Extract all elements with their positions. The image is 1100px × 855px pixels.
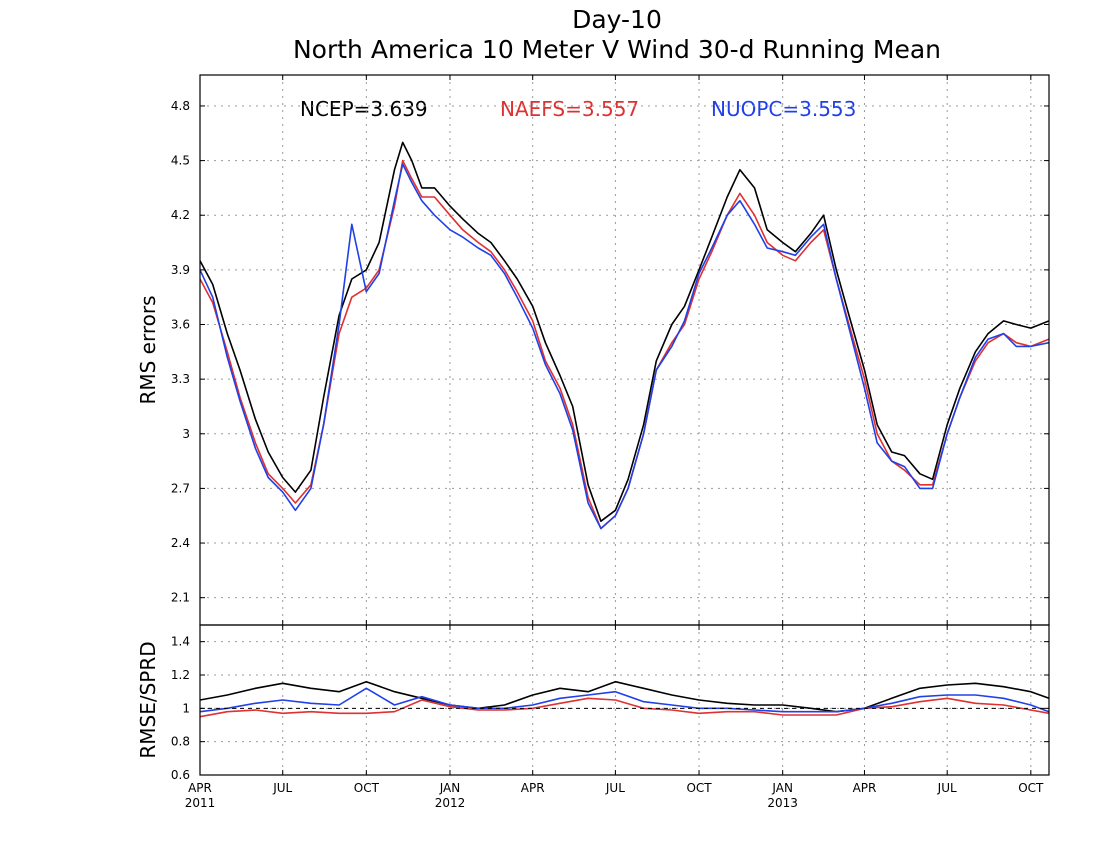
lower-y-tick-label: 0.6 <box>171 768 190 782</box>
lower-y-tick-label: 0.8 <box>171 735 190 749</box>
lower-y-tick-label: 1 <box>182 701 190 715</box>
x-tick-label: OCT <box>354 781 380 795</box>
upper-y-tick-label: 2.1 <box>171 591 190 605</box>
upper-plot-frame <box>199 74 1050 626</box>
legend-ncep: NCEP=3.639 <box>300 97 428 121</box>
upper-y-axis-label: RMS errors <box>136 295 160 404</box>
lower-y-tick-label: 1.2 <box>171 668 190 682</box>
x-tick-label: APR <box>188 781 212 795</box>
chart-title-line2: North America 10 Meter V Wind 30-d Runni… <box>293 35 941 64</box>
x-tick-year-label: 2012 <box>435 796 466 810</box>
x-tick-label: JUL <box>272 781 292 795</box>
upper-series-nuopc-line <box>199 163 1050 530</box>
lower-series-naefs-line <box>199 697 1050 718</box>
legend-nuopc: NUOPC=3.553 <box>711 97 856 121</box>
lower-series-nuopc-line <box>199 687 1050 713</box>
lower-series-ncep-line <box>199 680 1050 713</box>
x-tick-year-label: 2013 <box>767 796 798 810</box>
x-tick-label: APR <box>521 781 545 795</box>
upper-y-tick-label: 3.6 <box>171 318 190 332</box>
upper-y-tick-label: 2.7 <box>171 481 190 495</box>
upper-y-tick-label: 2.4 <box>171 536 190 550</box>
upper-series-naefs-line <box>199 159 1050 530</box>
upper-y-tick-label: 4.5 <box>171 154 190 168</box>
upper-y-tick-label: 4.2 <box>171 208 190 222</box>
x-tick-year-label: 2011 <box>185 796 216 810</box>
upper-y-tick-label: 3.9 <box>171 263 190 277</box>
upper-series-ncep-line <box>199 141 1050 522</box>
upper-panel: 2.1 2.4 2.7 3 3.3 3.6 3.9 4.2 4.5 4.8 <box>171 74 1050 626</box>
lower-y-tick-label: 1.4 <box>171 635 190 649</box>
legend-naefs: NAEFS=3.557 <box>500 97 639 121</box>
x-tick-label: OCT <box>686 781 712 795</box>
x-tick-label: OCT <box>1018 781 1044 795</box>
upper-y-tick-label: 4.8 <box>171 99 190 113</box>
upper-y-tick-label: 3.3 <box>171 372 190 386</box>
x-tick-label: JUL <box>937 781 957 795</box>
chart-title-line1: Day-10 <box>572 5 662 34</box>
x-tick-label: JAN <box>439 781 461 795</box>
lower-y-axis-label: RMSE/SPRD <box>136 641 160 758</box>
upper-y-tick-label: 3 <box>182 427 190 441</box>
x-tick-label: JUL <box>605 781 625 795</box>
x-tick-label: APR <box>853 781 877 795</box>
x-tick-label: JAN <box>771 781 793 795</box>
lower-plot-frame <box>199 624 1050 776</box>
